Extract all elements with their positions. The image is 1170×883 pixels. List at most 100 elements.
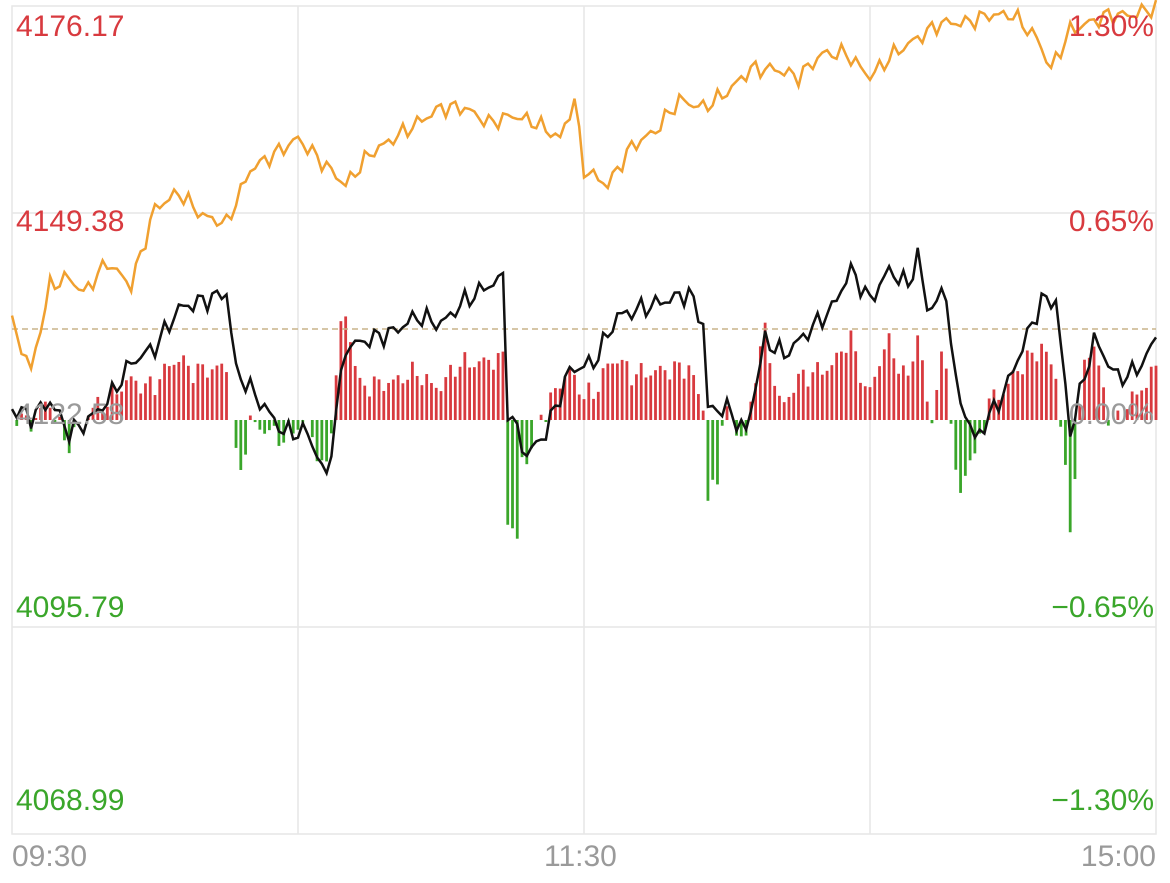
volume-bar	[511, 420, 514, 529]
volume-bar	[310, 420, 314, 438]
volume-bar	[1092, 346, 1096, 420]
volume-bar	[420, 385, 424, 420]
volume-bar	[658, 365, 662, 420]
volume-bar	[24, 415, 28, 420]
volume-bar	[163, 363, 166, 420]
volume-bar	[391, 379, 395, 420]
y-tick-pct-4: −1.30%	[1051, 784, 1154, 817]
volume-bar	[573, 374, 576, 420]
volume-bar	[411, 361, 414, 420]
volume-bar	[1097, 365, 1101, 420]
volume-bar	[921, 360, 924, 420]
volume-bar	[739, 420, 743, 437]
volume-bar	[34, 417, 38, 420]
volume-bar	[363, 385, 367, 420]
volume-bar	[463, 352, 467, 420]
volume-bar	[258, 420, 262, 430]
volume-bar	[358, 377, 362, 420]
volume-bar	[53, 420, 57, 423]
volume-bar	[272, 420, 276, 426]
volume-bar	[129, 376, 133, 420]
volume-bar	[863, 386, 867, 420]
volume-bar	[787, 396, 791, 420]
volume-bar	[625, 361, 629, 420]
volume-bar	[1016, 371, 1020, 420]
volume-bar	[325, 420, 328, 462]
y-tick-pct-2: 0.00%	[1068, 398, 1154, 431]
volume-bar	[1021, 374, 1024, 420]
volume-bar	[1002, 394, 1005, 420]
volume-bar	[253, 420, 257, 423]
volume-bar	[868, 387, 872, 420]
volume-bar	[477, 361, 481, 420]
volume-bars	[15, 316, 1158, 539]
volume-bar	[792, 392, 796, 420]
volume-bar	[406, 379, 410, 420]
volume-bar	[191, 383, 195, 420]
volume-bar	[711, 420, 715, 480]
volume-bar	[520, 420, 524, 458]
volume-bar	[353, 365, 357, 420]
volume-bar	[820, 374, 824, 420]
price-line	[10, 247, 1158, 477]
y-tick-price-1: 4149.38	[16, 205, 125, 238]
grid	[11, 5, 1157, 835]
volume-bar	[677, 362, 681, 420]
volume-bar	[501, 351, 505, 420]
volume-bar	[1154, 365, 1158, 420]
volume-bar	[268, 420, 271, 431]
volume-bar	[487, 359, 491, 420]
volume-bar	[382, 390, 386, 420]
volume-bar	[878, 366, 881, 420]
volume-bar	[968, 420, 972, 461]
volume-bar	[682, 378, 686, 420]
volume-bar	[859, 382, 862, 420]
volume-bar	[1044, 351, 1048, 420]
volume-bar	[244, 420, 247, 455]
volume-bar	[611, 363, 614, 420]
volume-bar	[663, 370, 667, 420]
volume-bar	[453, 376, 457, 420]
volume-bar	[496, 353, 500, 420]
volume-bar	[1126, 409, 1129, 420]
volume-bar	[449, 364, 452, 420]
volume-bar	[592, 398, 595, 420]
volume-bar	[1040, 343, 1043, 420]
volume-bar	[892, 358, 896, 420]
volume-bar	[963, 420, 967, 476]
average-price-line	[10, 0, 1158, 374]
volume-bar	[701, 410, 705, 420]
volume-bar	[949, 420, 953, 424]
volume-bar	[468, 367, 471, 420]
volume-bar	[654, 370, 657, 420]
volume-bar	[1145, 387, 1148, 420]
volume-bar	[315, 420, 319, 462]
volume-bar	[811, 372, 815, 420]
volume-bar	[1135, 394, 1139, 420]
volume-bar	[1083, 359, 1086, 420]
volume-bar	[706, 420, 710, 501]
volume-bar	[554, 388, 557, 420]
volume-bar	[368, 396, 371, 420]
volume-bar	[15, 420, 19, 426]
volume-bar	[797, 373, 800, 420]
volume-bar	[1116, 410, 1120, 420]
volume-bar	[472, 367, 476, 420]
volume-bar	[720, 420, 724, 426]
x-tick-2: 15:00	[1080, 840, 1156, 873]
volume-bar	[248, 415, 252, 420]
volume-bar	[396, 375, 400, 420]
volume-bar	[615, 363, 619, 420]
volume-bar	[220, 363, 224, 420]
volume-bar	[506, 420, 510, 525]
volume-bar	[940, 351, 943, 420]
volume-bar	[377, 379, 381, 420]
volume-bar	[401, 383, 405, 420]
volume-bar	[225, 372, 228, 420]
volume-bar	[186, 365, 190, 420]
volume-bar	[320, 420, 324, 461]
volume-bar	[830, 365, 834, 420]
volume-bar	[992, 389, 996, 420]
volume-bar	[782, 402, 786, 420]
volume-bar	[649, 375, 653, 420]
